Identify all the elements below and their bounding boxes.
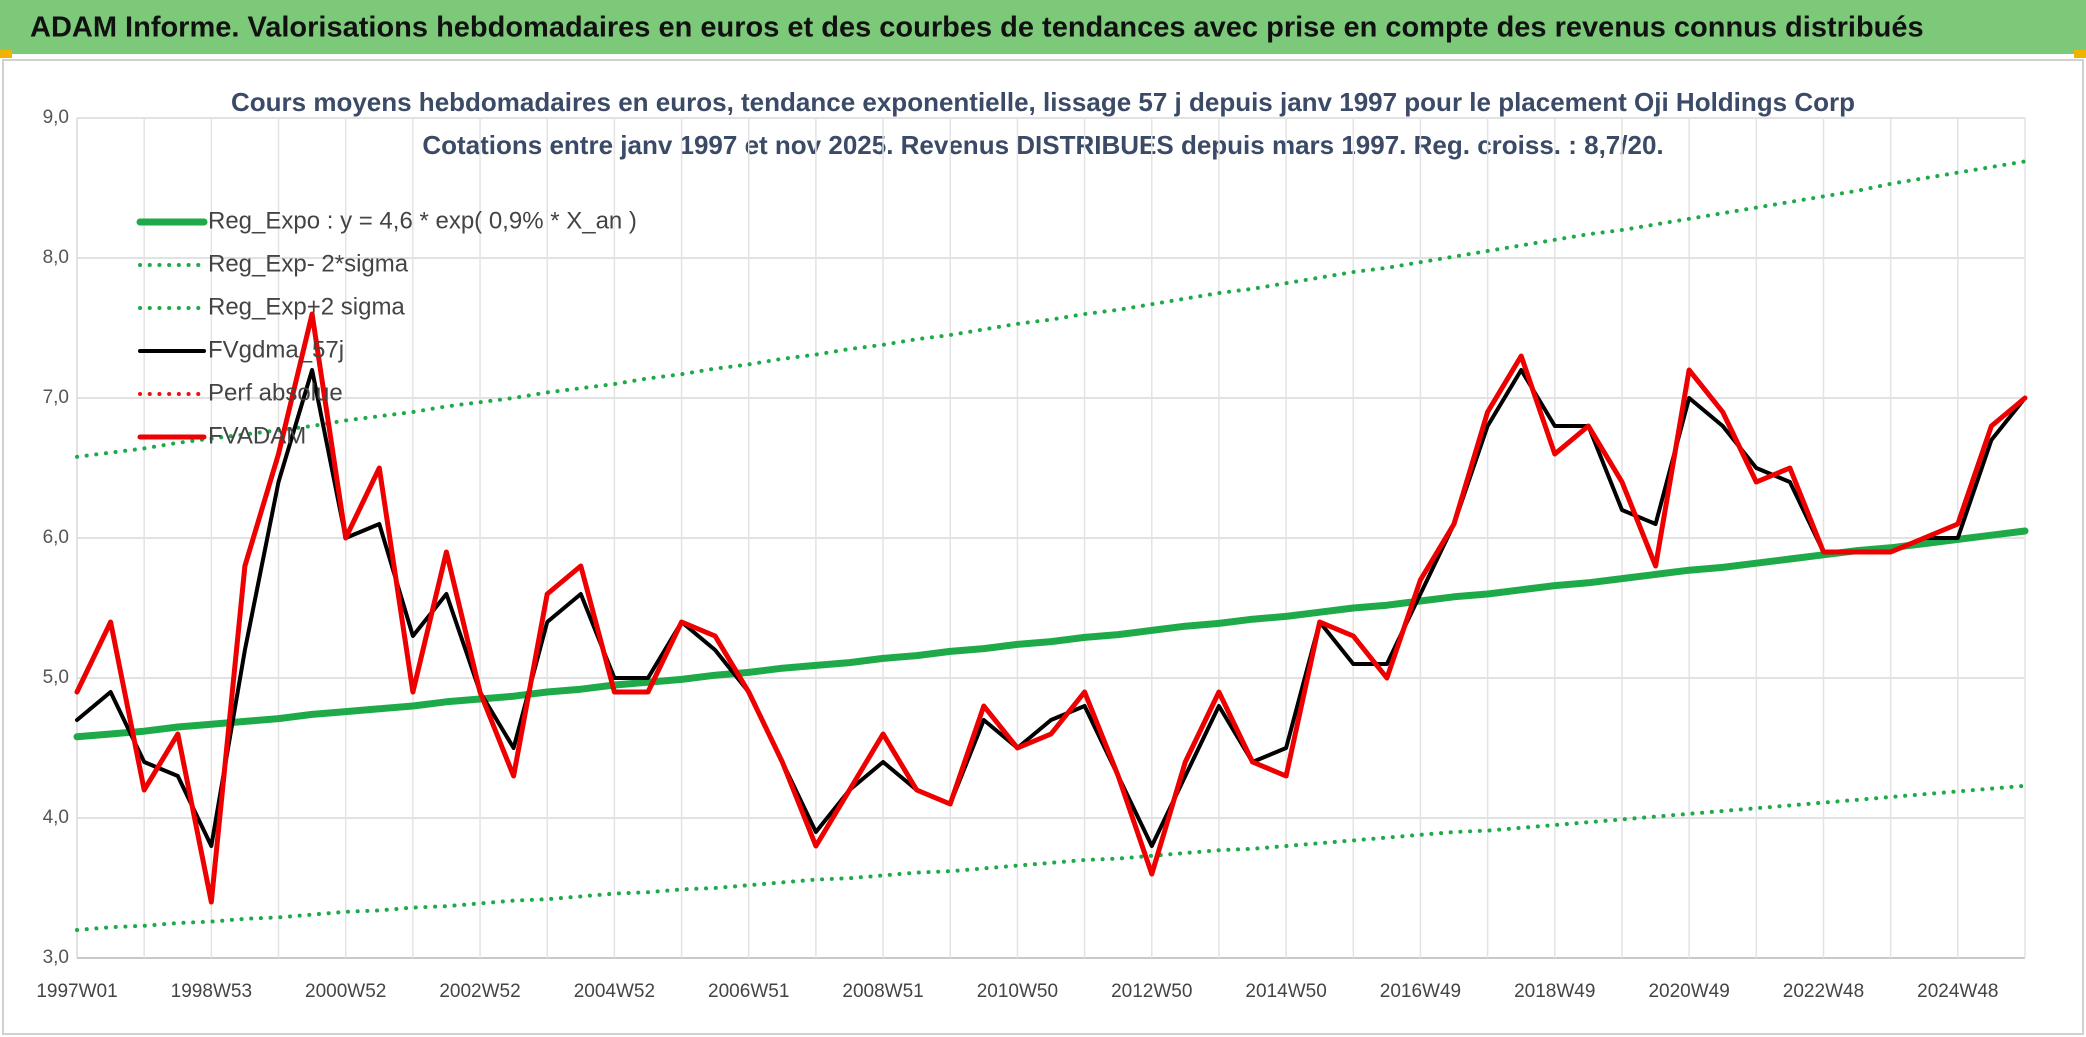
- x-tick-label: 2016W49: [1380, 981, 1461, 1002]
- x-tick-label: 2008W51: [842, 981, 923, 1002]
- y-tick-label: 6,0: [43, 527, 69, 548]
- legend-label: FVgdma_57j: [208, 336, 344, 363]
- legend-label: FVADAM: [208, 422, 306, 449]
- x-tick-label: 2002W52: [439, 981, 520, 1002]
- x-tick-label: 2018W49: [1514, 981, 1595, 1002]
- x-tick-label: 2010W50: [977, 981, 1058, 1002]
- x-tick-label: 2006W51: [708, 981, 789, 1002]
- x-tick-label: 1998W53: [171, 981, 252, 1002]
- legend-label: Reg_Exp+2 sigma: [208, 293, 405, 320]
- y-tick-label: 4,0: [43, 807, 69, 828]
- y-tick-label: 7,0: [43, 387, 69, 408]
- series-line: [73, 527, 2029, 741]
- legend-label: Reg_Exp- 2*sigma: [208, 250, 409, 277]
- header-bar: [0, 0, 2086, 54]
- legend-label: Perf absolue: [208, 379, 343, 406]
- x-tick-label: 2000W52: [305, 981, 386, 1002]
- corner-mark: [2074, 50, 2086, 58]
- x-tick-label: 2020W49: [1648, 981, 1729, 1002]
- series-line: [75, 159, 2027, 459]
- header-title: ADAM Informe. Valorisations hebdomadaire…: [30, 12, 1924, 44]
- chart-title: Cours moyens hebdomadaires en euros, ten…: [231, 87, 1855, 117]
- y-tick-label: 8,0: [43, 247, 69, 268]
- x-tick-label: 2012W50: [1111, 981, 1192, 1002]
- y-tick-label: 5,0: [43, 667, 69, 688]
- x-tick-label: 2004W52: [574, 981, 655, 1002]
- y-tick-label: 9,0: [43, 107, 69, 128]
- x-tick-label: 2024W48: [1917, 981, 1998, 1002]
- series-line: [74, 311, 2028, 905]
- x-tick-label: 2022W48: [1783, 981, 1864, 1002]
- chart-subtitle: Cotations entre janv 1997 et nov 2025. R…: [422, 130, 1663, 160]
- x-tick-label: 2014W50: [1245, 981, 1326, 1002]
- series-line: [75, 368, 2027, 848]
- chart-frame: [2, 59, 2084, 1035]
- corner-mark: [0, 50, 12, 58]
- series-line: [75, 783, 2027, 932]
- x-tick-label: 1997W01: [36, 981, 117, 1002]
- legend-label: Reg_Expo : y = 4,6 * exp( 0,9% * X_an ): [208, 207, 637, 234]
- y-tick-label: 3,0: [43, 947, 69, 968]
